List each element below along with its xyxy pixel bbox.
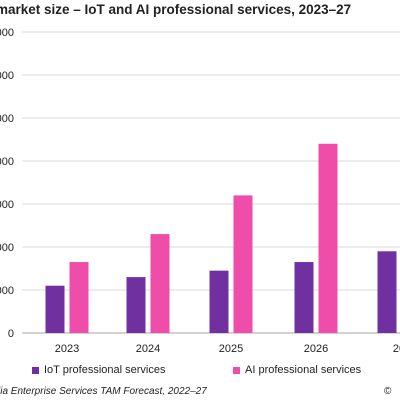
x-tick-label: 20	[393, 343, 400, 355]
bar-iot-2023	[45, 285, 65, 333]
legend-item-ai: AI professional services	[233, 364, 361, 376]
bar-iot-2024	[126, 277, 146, 333]
y-tick-label: 000	[0, 27, 14, 39]
bar-iot-2026	[294, 262, 314, 333]
x-tick-label: 2024	[136, 343, 160, 355]
bar-iot-2025	[209, 270, 229, 333]
x-tick-label: 2025	[219, 343, 243, 355]
copyright-note: ©	[384, 386, 392, 397]
source-note: lia Enterprise Services TAM Forecast, 20…	[0, 386, 207, 397]
x-axis-tick-labels: 2023 2024 2025 2026 20	[55, 343, 400, 355]
legend-swatch-ai	[233, 366, 240, 374]
bar-ai-2023	[69, 262, 89, 333]
bar-iot-20	[377, 251, 397, 333]
chart-title: market size – IoT and AI professional se…	[0, 2, 352, 17]
legend-label-iot: IoT professional services	[44, 364, 166, 376]
y-axis-tick-labels: 0000000000000000000000	[0, 27, 14, 340]
legend-label-ai: AI professional services	[245, 364, 362, 376]
y-tick-label: 000	[0, 70, 14, 82]
y-tick-label: 000	[0, 113, 14, 125]
legend-item-iot: IoT professional services	[32, 364, 165, 376]
x-tick-label: 2026	[304, 343, 328, 355]
y-tick-label: 000	[0, 156, 14, 168]
x-tick-label: 2023	[55, 343, 79, 355]
bar-ai-2024	[150, 234, 170, 333]
legend-swatch-iot	[32, 366, 39, 374]
y-tick-label: 0	[8, 328, 14, 340]
bars	[45, 143, 397, 333]
bar-ai-2025	[233, 195, 253, 333]
bar-ai-2026	[318, 143, 338, 333]
y-tick-label: 000	[0, 242, 14, 254]
y-tick-label: 000	[0, 285, 14, 297]
y-tick-label: 000	[0, 199, 14, 211]
